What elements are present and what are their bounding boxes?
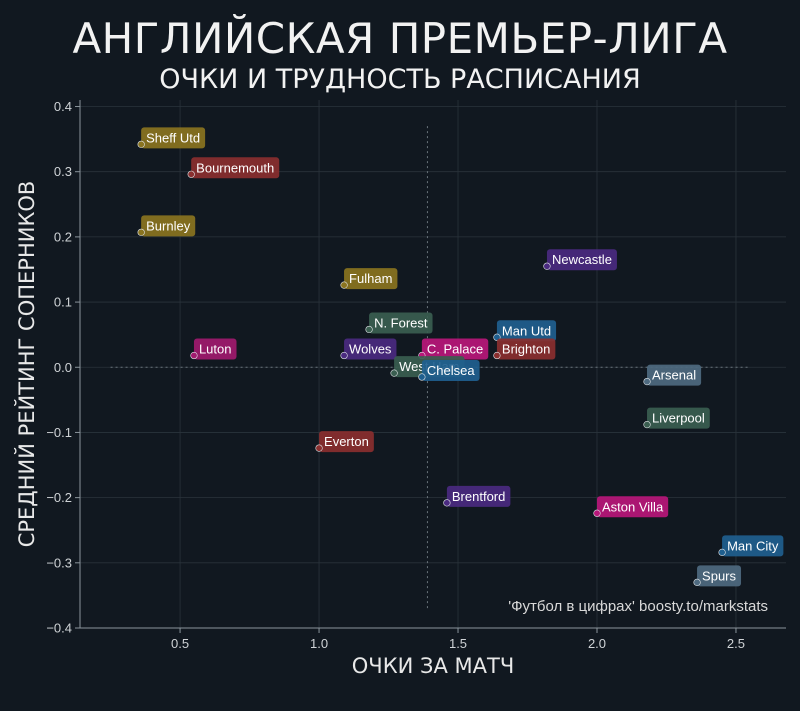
y-tick-label: −0.2 — [46, 490, 72, 505]
y-tick-label: 0.4 — [54, 99, 72, 114]
team-label-box — [344, 338, 397, 360]
team-marker — [643, 378, 651, 386]
team-point: Wolves — [340, 338, 397, 360]
team-point: N. Forest — [365, 312, 433, 334]
team-point: Chelsea — [418, 360, 480, 382]
data-points: Sheff Utd Bournemouth Burnley Fulham Newcast… — [137, 127, 784, 587]
x-tick-label: 2.0 — [588, 636, 606, 651]
team-label: Sheff Utd — [146, 130, 200, 145]
team-point: Man Utd — [493, 320, 557, 342]
team-label-box — [319, 431, 374, 453]
team-marker — [693, 578, 701, 586]
team-label-box — [141, 215, 196, 237]
team-marker — [340, 281, 348, 289]
team-point: Fulham — [340, 268, 398, 290]
y-tick-label: 0.0 — [54, 360, 72, 375]
team-label: Bournemouth — [196, 160, 274, 175]
team-marker — [137, 140, 145, 148]
team-point: Arsenal — [643, 364, 702, 386]
y-tick-label: −0.3 — [46, 555, 72, 570]
team-marker — [365, 325, 373, 334]
team-point: Man City — [718, 535, 784, 557]
team-marker — [418, 373, 426, 381]
team-label-box — [421, 360, 480, 382]
team-marker — [718, 548, 726, 556]
team-label: Burnley — [146, 218, 191, 233]
credit-text: 'Футбол в цифрах' boosty.to/markstats — [508, 598, 768, 615]
team-marker — [340, 351, 348, 360]
team-marker — [137, 228, 145, 236]
team-label: C. Palace — [427, 342, 483, 357]
team-point: Bournemouth — [187, 157, 280, 179]
team-label: Newcastle — [552, 252, 612, 267]
team-label-box — [369, 312, 433, 334]
team-label-box — [697, 565, 742, 587]
team-label-box — [496, 338, 556, 360]
team-marker — [643, 421, 651, 429]
y-tick-label: 0.2 — [54, 229, 72, 244]
team-point: Newcastle — [543, 249, 617, 271]
team-marker — [493, 351, 501, 360]
team-label-box — [421, 338, 489, 360]
team-point: Brighton — [493, 338, 556, 360]
x-axis-label: ОЧКИ ЗА МАТЧ — [352, 654, 514, 678]
y-tick-label: 0.1 — [54, 295, 72, 310]
team-point: Spurs — [693, 565, 742, 587]
team-point: Brentford — [443, 485, 511, 507]
team-label: Brentford — [452, 489, 505, 504]
x-tick-label: 0.5 — [171, 636, 189, 651]
team-label: Chelsea — [427, 363, 475, 378]
team-marker — [543, 262, 551, 270]
team-label: Arsenal — [652, 368, 696, 383]
y-tick-label: 0.3 — [54, 164, 72, 179]
team-label: Liverpool — [652, 411, 705, 426]
team-label: Man City — [727, 538, 779, 553]
team-marker — [390, 369, 398, 377]
team-label-box — [496, 320, 557, 342]
team-label: Wolves — [349, 342, 392, 357]
chart-subtitle: ОЧКИ И ТРУДНОСТЬ РАСПИСАНИЯ — [159, 64, 641, 95]
team-label-box — [191, 157, 280, 179]
team-label: Spurs — [702, 568, 736, 583]
team-point: Everton — [315, 431, 374, 453]
team-marker — [187, 170, 195, 178]
team-point: Sheff Utd — [137, 127, 206, 149]
team-label: Brighton — [502, 342, 550, 357]
x-tick-label: 1.5 — [449, 636, 467, 651]
team-label-box — [722, 535, 784, 557]
team-label-box — [193, 338, 237, 360]
y-axis-label: СРЕДНИЙ РЕЙТИНГ СОПЕРНИКОВ — [14, 181, 39, 548]
team-point: C. Palace — [418, 338, 489, 360]
team-marker — [190, 351, 198, 360]
team-label: N. Forest — [374, 315, 428, 330]
team-label-box — [546, 249, 617, 271]
team-label-box — [446, 485, 511, 507]
y-tick-label: −0.1 — [46, 425, 72, 440]
x-tick-label: 2.5 — [727, 636, 745, 651]
team-label-box — [647, 407, 710, 429]
team-marker — [443, 499, 451, 507]
team-label: Man Utd — [502, 323, 551, 338]
team-marker — [315, 444, 323, 452]
team-point: Luton — [190, 338, 237, 360]
team-label-box — [647, 364, 702, 386]
axes: 0.5 1.0 1.5 2.0 2.5 −0.4 −0.3 −0.2 −0.1 0.0 0.1 0.2… — [46, 99, 786, 651]
team-marker — [593, 509, 601, 517]
x-tick-label: 1.0 — [310, 636, 328, 651]
team-label: Luton — [199, 342, 232, 357]
team-label: Aston Villa — [602, 499, 664, 514]
team-point: Burnley — [137, 215, 196, 237]
team-label-box — [344, 268, 398, 290]
team-point: Aston Villa — [593, 496, 669, 518]
team-label-box — [141, 127, 206, 149]
team-label-box — [596, 496, 669, 518]
team-label: Fulham — [349, 271, 392, 286]
y-tick-label: −0.4 — [46, 621, 72, 636]
team-label: Everton — [324, 434, 369, 449]
team-point: Liverpool — [643, 407, 710, 429]
chart-title: АНГЛИЙСКАЯ ПРЕМЬЕР-ЛИГА — [72, 14, 728, 63]
